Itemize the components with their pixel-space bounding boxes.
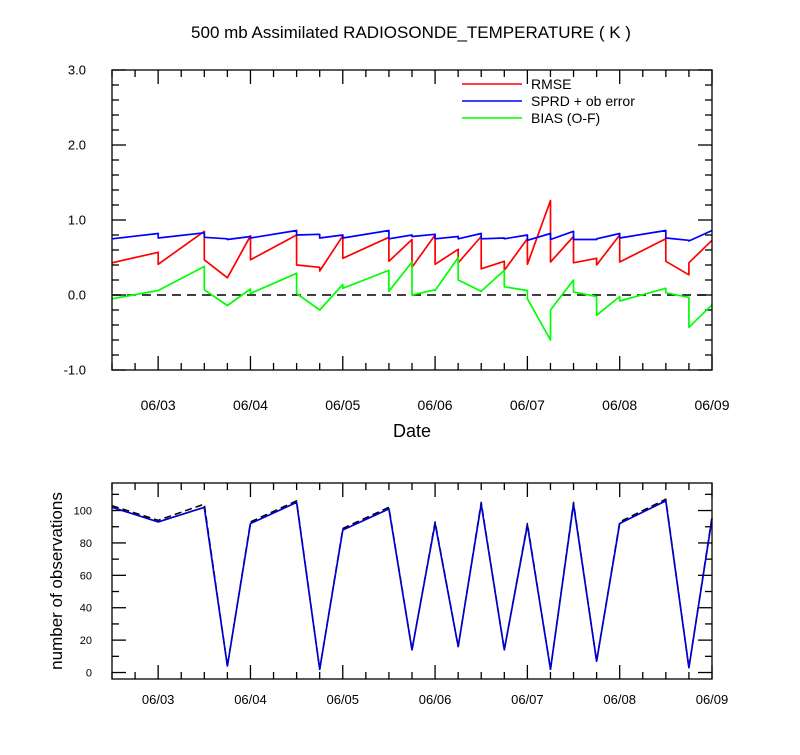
top-x-tick-label: 06/05 bbox=[325, 397, 360, 413]
top-x-tick-label: 06/06 bbox=[418, 397, 453, 413]
legend: RMSE SPRD + ob error BIAS (O-F) bbox=[462, 76, 635, 126]
top-x-axis-label: Date bbox=[393, 421, 431, 441]
top-x-tick-label: 06/08 bbox=[602, 397, 637, 413]
bottom-y-tick-label: 20 bbox=[80, 635, 92, 647]
bottom-tick-labels: 100 80 60 40 20 0 06/03 06/04 06/05 06/06 06/07 06/… bbox=[74, 505, 729, 707]
top-chart-title: 500 mb Assimilated RADIOSONDE_TEMPERATUR… bbox=[191, 23, 631, 42]
bottom-series-group bbox=[111, 498, 713, 671]
bottom-y-axis-label: number of observations bbox=[47, 492, 66, 670]
top-y-tick-label: 0.0 bbox=[68, 288, 86, 303]
top-series-sprd-ob-error bbox=[111, 229, 713, 242]
legend-rmse-label: RMSE bbox=[531, 76, 571, 92]
top-tick-labels: 3.0 2.0 1.0 0.0 -1.0 06/03 06/04 06/05 06/06 06/0… bbox=[64, 63, 730, 413]
top-series-rmse bbox=[111, 199, 713, 279]
top-ticks bbox=[111, 69, 713, 371]
top-series-group bbox=[111, 199, 713, 341]
top-y-tick-label: 3.0 bbox=[68, 63, 86, 78]
top-y-tick-label: -1.0 bbox=[64, 363, 86, 378]
bottom-x-tick-label: 06/06 bbox=[419, 692, 452, 707]
bottom-series-assimilated bbox=[111, 499, 713, 671]
bottom-y-tick-label: 60 bbox=[80, 570, 92, 582]
top-plot-frame bbox=[111, 69, 713, 371]
bottom-plot-frame bbox=[111, 482, 713, 680]
top-series-bias-o-f bbox=[111, 256, 713, 341]
bottom-y-tick-label: 80 bbox=[80, 538, 92, 550]
bottom-panel: 100 80 60 40 20 0 06/03 06/04 06/05 06/06 06/07 06/… bbox=[47, 482, 729, 707]
bottom-x-tick-label: 06/09 bbox=[696, 692, 729, 707]
legend-sprd-label: SPRD + ob error bbox=[531, 93, 635, 109]
legend-bias-label: BIAS (O-F) bbox=[531, 110, 600, 126]
bottom-x-tick-label: 06/08 bbox=[603, 692, 636, 707]
top-y-tick-label: 2.0 bbox=[68, 138, 86, 153]
top-x-tick-label: 06/09 bbox=[694, 397, 729, 413]
bottom-series-possible bbox=[111, 498, 713, 671]
bottom-x-tick-label: 06/03 bbox=[142, 692, 175, 707]
top-x-tick-label: 06/07 bbox=[510, 397, 545, 413]
top-y-tick-label: 1.0 bbox=[68, 213, 86, 228]
bottom-x-tick-label: 06/05 bbox=[326, 692, 359, 707]
top-x-tick-label: 06/03 bbox=[141, 397, 176, 413]
top-panel: 500 mb Assimilated RADIOSONDE_TEMPERATUR… bbox=[64, 23, 730, 441]
top-x-tick-label: 06/04 bbox=[233, 397, 268, 413]
bottom-y-tick-label: 40 bbox=[80, 603, 92, 615]
bottom-y-tick-label: 0 bbox=[86, 667, 92, 679]
bottom-x-tick-label: 06/04 bbox=[234, 692, 267, 707]
bottom-y-tick-label: 100 bbox=[74, 505, 92, 517]
bottom-x-tick-label: 06/07 bbox=[511, 692, 544, 707]
